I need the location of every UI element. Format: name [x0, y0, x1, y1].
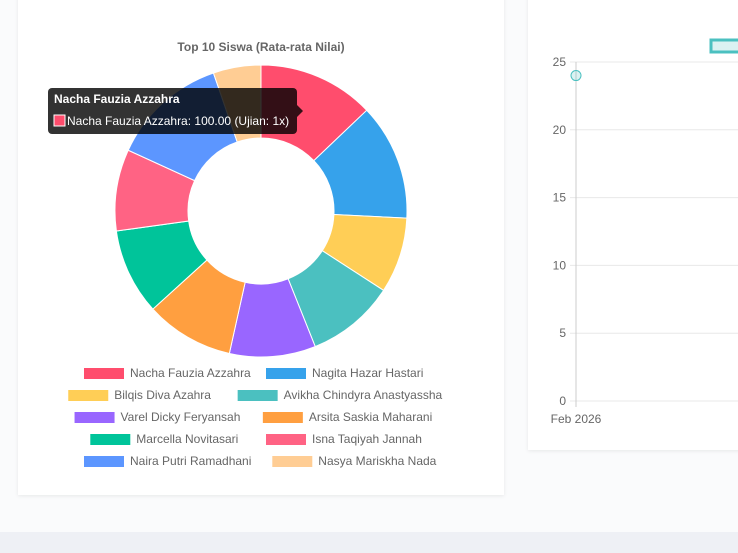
legend-swatch: [84, 368, 124, 379]
tooltip-swatch: [53, 114, 66, 127]
y-tick-label: 5: [559, 326, 566, 340]
legend-swatch: [68, 390, 109, 401]
legend-label: Bilqis Diva Azahra: [114, 388, 211, 402]
y-tick-label: 25: [553, 55, 567, 69]
legend-label: Marcella Novitasari: [136, 432, 238, 446]
legend-label: Nacha Fauzia Azzahra: [130, 366, 251, 380]
tooltip: [48, 88, 297, 134]
y-tick-label: 20: [553, 123, 567, 137]
legend-swatch: [90, 434, 131, 445]
legend-swatch: [237, 390, 278, 401]
chart-title: Top 10 Siswa (Rata-rata Nilai): [177, 40, 344, 54]
legend-swatch: [74, 412, 115, 423]
legend-swatch: [266, 434, 306, 445]
tooltip-title: Nacha Fauzia Azzahra: [54, 92, 180, 106]
y-tick-label: 15: [553, 191, 567, 205]
trend-card: [528, 0, 738, 450]
legend-label: Varel Dicky Feryansah: [121, 410, 241, 424]
tooltip-body: Nacha Fauzia Azzahra: 100.00 (Ujian: 1x): [67, 114, 289, 128]
x-tick-label: Feb 2026: [551, 412, 602, 426]
legend-swatch: [709, 38, 738, 54]
legend-swatch: [262, 412, 303, 423]
legend-label: Arsita Saskia Maharani: [309, 410, 432, 424]
y-tick-label: 0: [559, 394, 566, 408]
footer-strip: [0, 532, 738, 553]
legend-swatch: [84, 456, 124, 467]
legend-label: Nagita Hazar Hastari: [312, 366, 423, 380]
legend-swatch: [272, 456, 313, 467]
data-point: [570, 70, 582, 82]
legend-label: Avikha Chindyra Anastyassha: [284, 388, 443, 402]
legend-label: Nasya Mariskha Nada: [318, 454, 436, 468]
legend-label: Naira Putri Ramadhani: [130, 454, 251, 468]
tooltip-caret: [297, 105, 303, 117]
legend-swatch: [266, 368, 306, 379]
legend-label: Isna Taqiyah Jannah: [312, 432, 422, 446]
y-tick-label: 10: [553, 258, 567, 272]
